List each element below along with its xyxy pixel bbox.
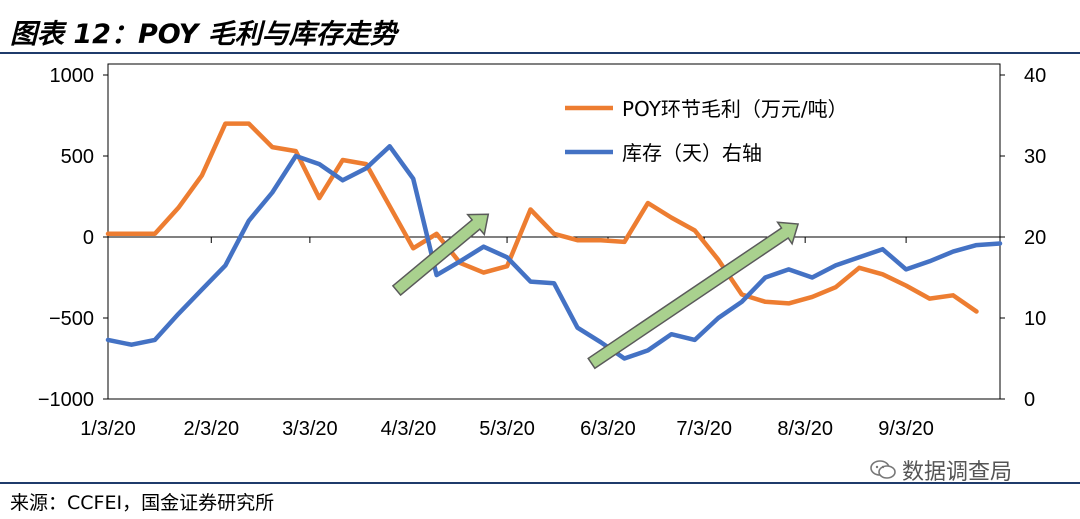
- right-tick-label: 10: [1024, 308, 1046, 330]
- x-tick-label: 8/3/20: [777, 418, 833, 440]
- series-layer: [105, 121, 1003, 361]
- x-tick-label: 4/3/20: [381, 418, 437, 440]
- x-tick-label: 5/3/20: [479, 418, 535, 440]
- plot-frame: [107, 63, 1001, 400]
- trend-arrows: [391, 213, 800, 370]
- x-tick-label: 1/3/20: [80, 418, 136, 440]
- right-tick-label: 30: [1024, 146, 1046, 168]
- legend-label: POY环节毛利（万元/吨）: [622, 97, 848, 121]
- watermark: 数据调查局: [870, 454, 1012, 486]
- wechat-icon: [870, 460, 896, 480]
- x-tick-label: 2/3/20: [183, 418, 239, 440]
- legend-label: 库存（天）右轴: [622, 141, 762, 165]
- x-tick-label: 9/3/20: [878, 418, 934, 440]
- trend-arrow-1: [391, 213, 490, 297]
- left-tick-label: 500: [61, 146, 94, 168]
- bottom-rule: [0, 482, 1080, 484]
- margin-series-line: [105, 121, 979, 314]
- chart-svg: 1000 500 0 −500 −1000 40 30 20 10 0 1/3/20 2/3/20…: [38, 63, 1046, 440]
- left-tick-label: 1000: [50, 65, 95, 87]
- x-tick-label: 6/3/20: [580, 418, 636, 440]
- left-axis: 1000 500 0 −500 −1000: [38, 65, 108, 411]
- legend: POY环节毛利（万元/吨） 库存（天）右轴: [565, 97, 848, 165]
- right-axis: 40 30 20 10 0: [1000, 65, 1046, 411]
- top-rule: [0, 52, 1080, 54]
- right-tick-label: 0: [1024, 389, 1035, 411]
- right-tick-label: 40: [1024, 65, 1046, 87]
- right-tick-label: 20: [1024, 227, 1046, 249]
- x-tick-label: 3/3/20: [282, 418, 338, 440]
- left-tick-label: −1000: [38, 389, 94, 411]
- trend-arrow-2: [587, 221, 800, 370]
- left-tick-label: 0: [83, 227, 94, 249]
- chart-title: 图表 12：POY 毛利与库存走势: [10, 19, 397, 50]
- watermark-text: 数据调查局: [902, 460, 1013, 485]
- left-tick-label: −500: [49, 308, 94, 330]
- x-tick-label: 7/3/20: [676, 418, 732, 440]
- source-note: 来源：CCFEI，国金证券研究所: [10, 492, 275, 514]
- inventory-series-line: [105, 144, 1003, 361]
